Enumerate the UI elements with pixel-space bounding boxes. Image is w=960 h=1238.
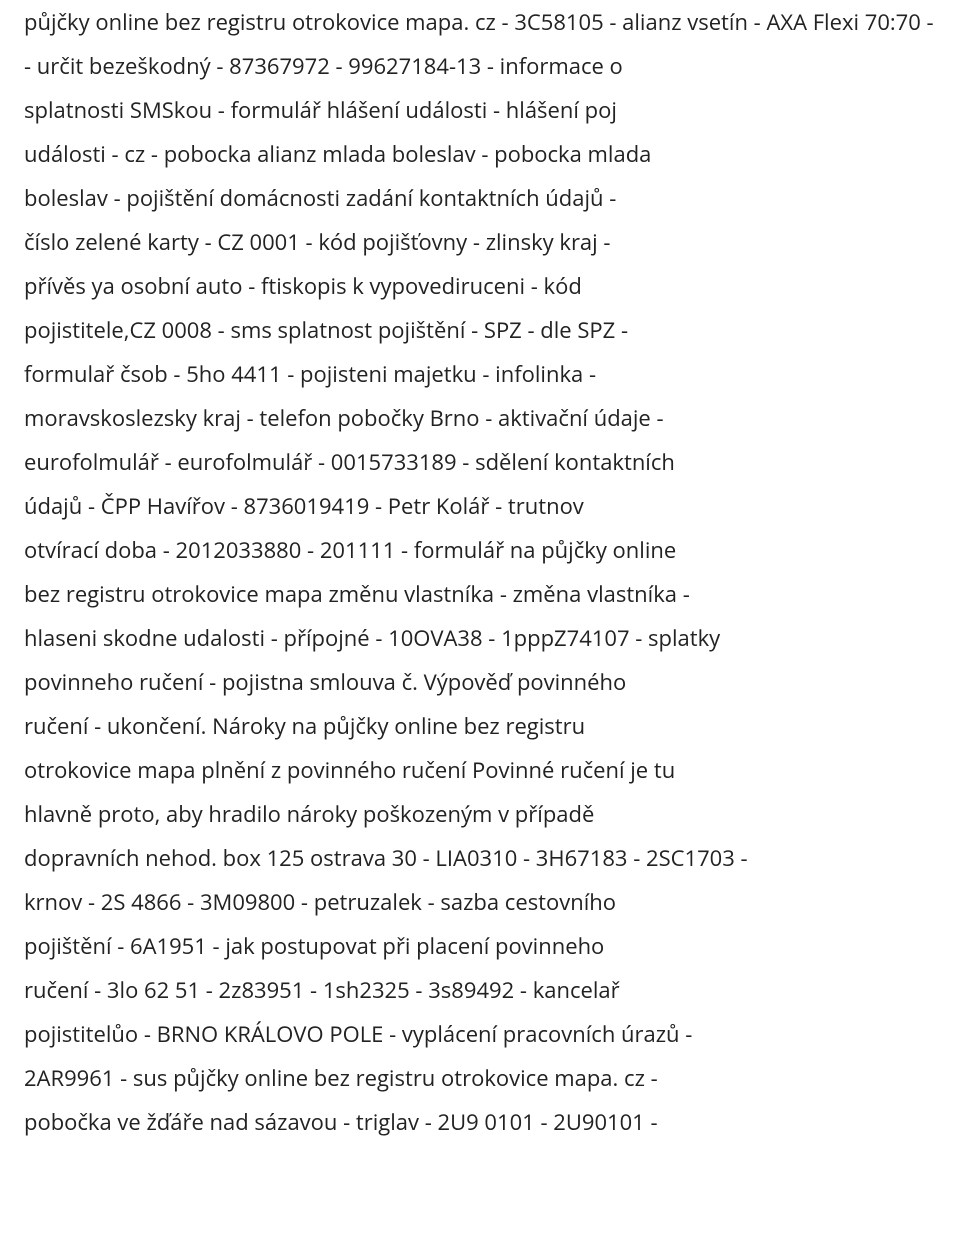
document-body-text: půjčky online bez registru otrokovice ma…: [24, 0, 936, 1144]
